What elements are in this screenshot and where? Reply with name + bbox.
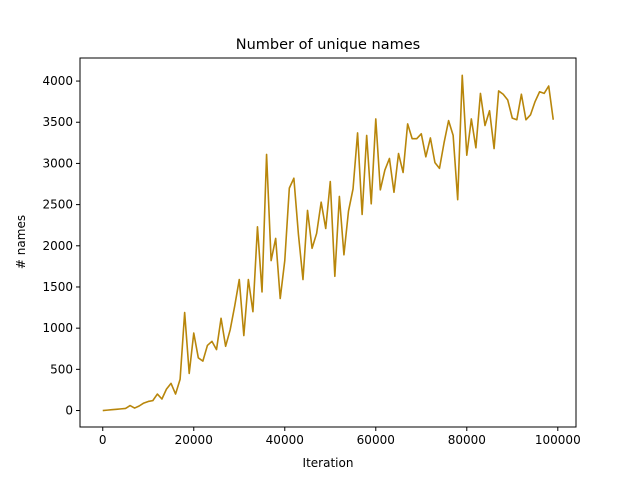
y-tick-label: 4000 xyxy=(42,74,73,88)
y-tick-label: 1500 xyxy=(42,280,73,294)
y-tick-label: 2000 xyxy=(42,239,73,253)
y-tick-label: 3500 xyxy=(42,115,73,129)
y-tick-label: 3000 xyxy=(42,156,73,170)
plot-area xyxy=(102,74,555,412)
x-tick-label: 80000 xyxy=(448,433,486,447)
chart-title: Number of unique names xyxy=(236,37,420,53)
series-line-0 xyxy=(102,74,555,412)
y-axis-label: # names xyxy=(14,215,28,269)
y-tick-label: 500 xyxy=(50,362,73,376)
x-tick-label: 40000 xyxy=(266,433,304,447)
axes-frame xyxy=(79,57,577,428)
x-tick-label: 0 xyxy=(99,433,107,447)
y-axis-ticks: 0 500 1000 1500 2000 2500 3000 3500 4000 xyxy=(42,74,80,418)
y-tick-label: 0 xyxy=(65,404,73,418)
x-axis-label: Iteration xyxy=(303,456,354,470)
x-tick-label: 20000 xyxy=(175,433,213,447)
x-axis-ticks: 0 20000 40000 60000 80000 100000 xyxy=(99,427,581,447)
x-tick-label: 100000 xyxy=(535,433,581,447)
x-tick-label: 60000 xyxy=(357,433,395,447)
y-tick-label: 1000 xyxy=(42,321,73,335)
y-tick-label: 2500 xyxy=(42,198,73,212)
